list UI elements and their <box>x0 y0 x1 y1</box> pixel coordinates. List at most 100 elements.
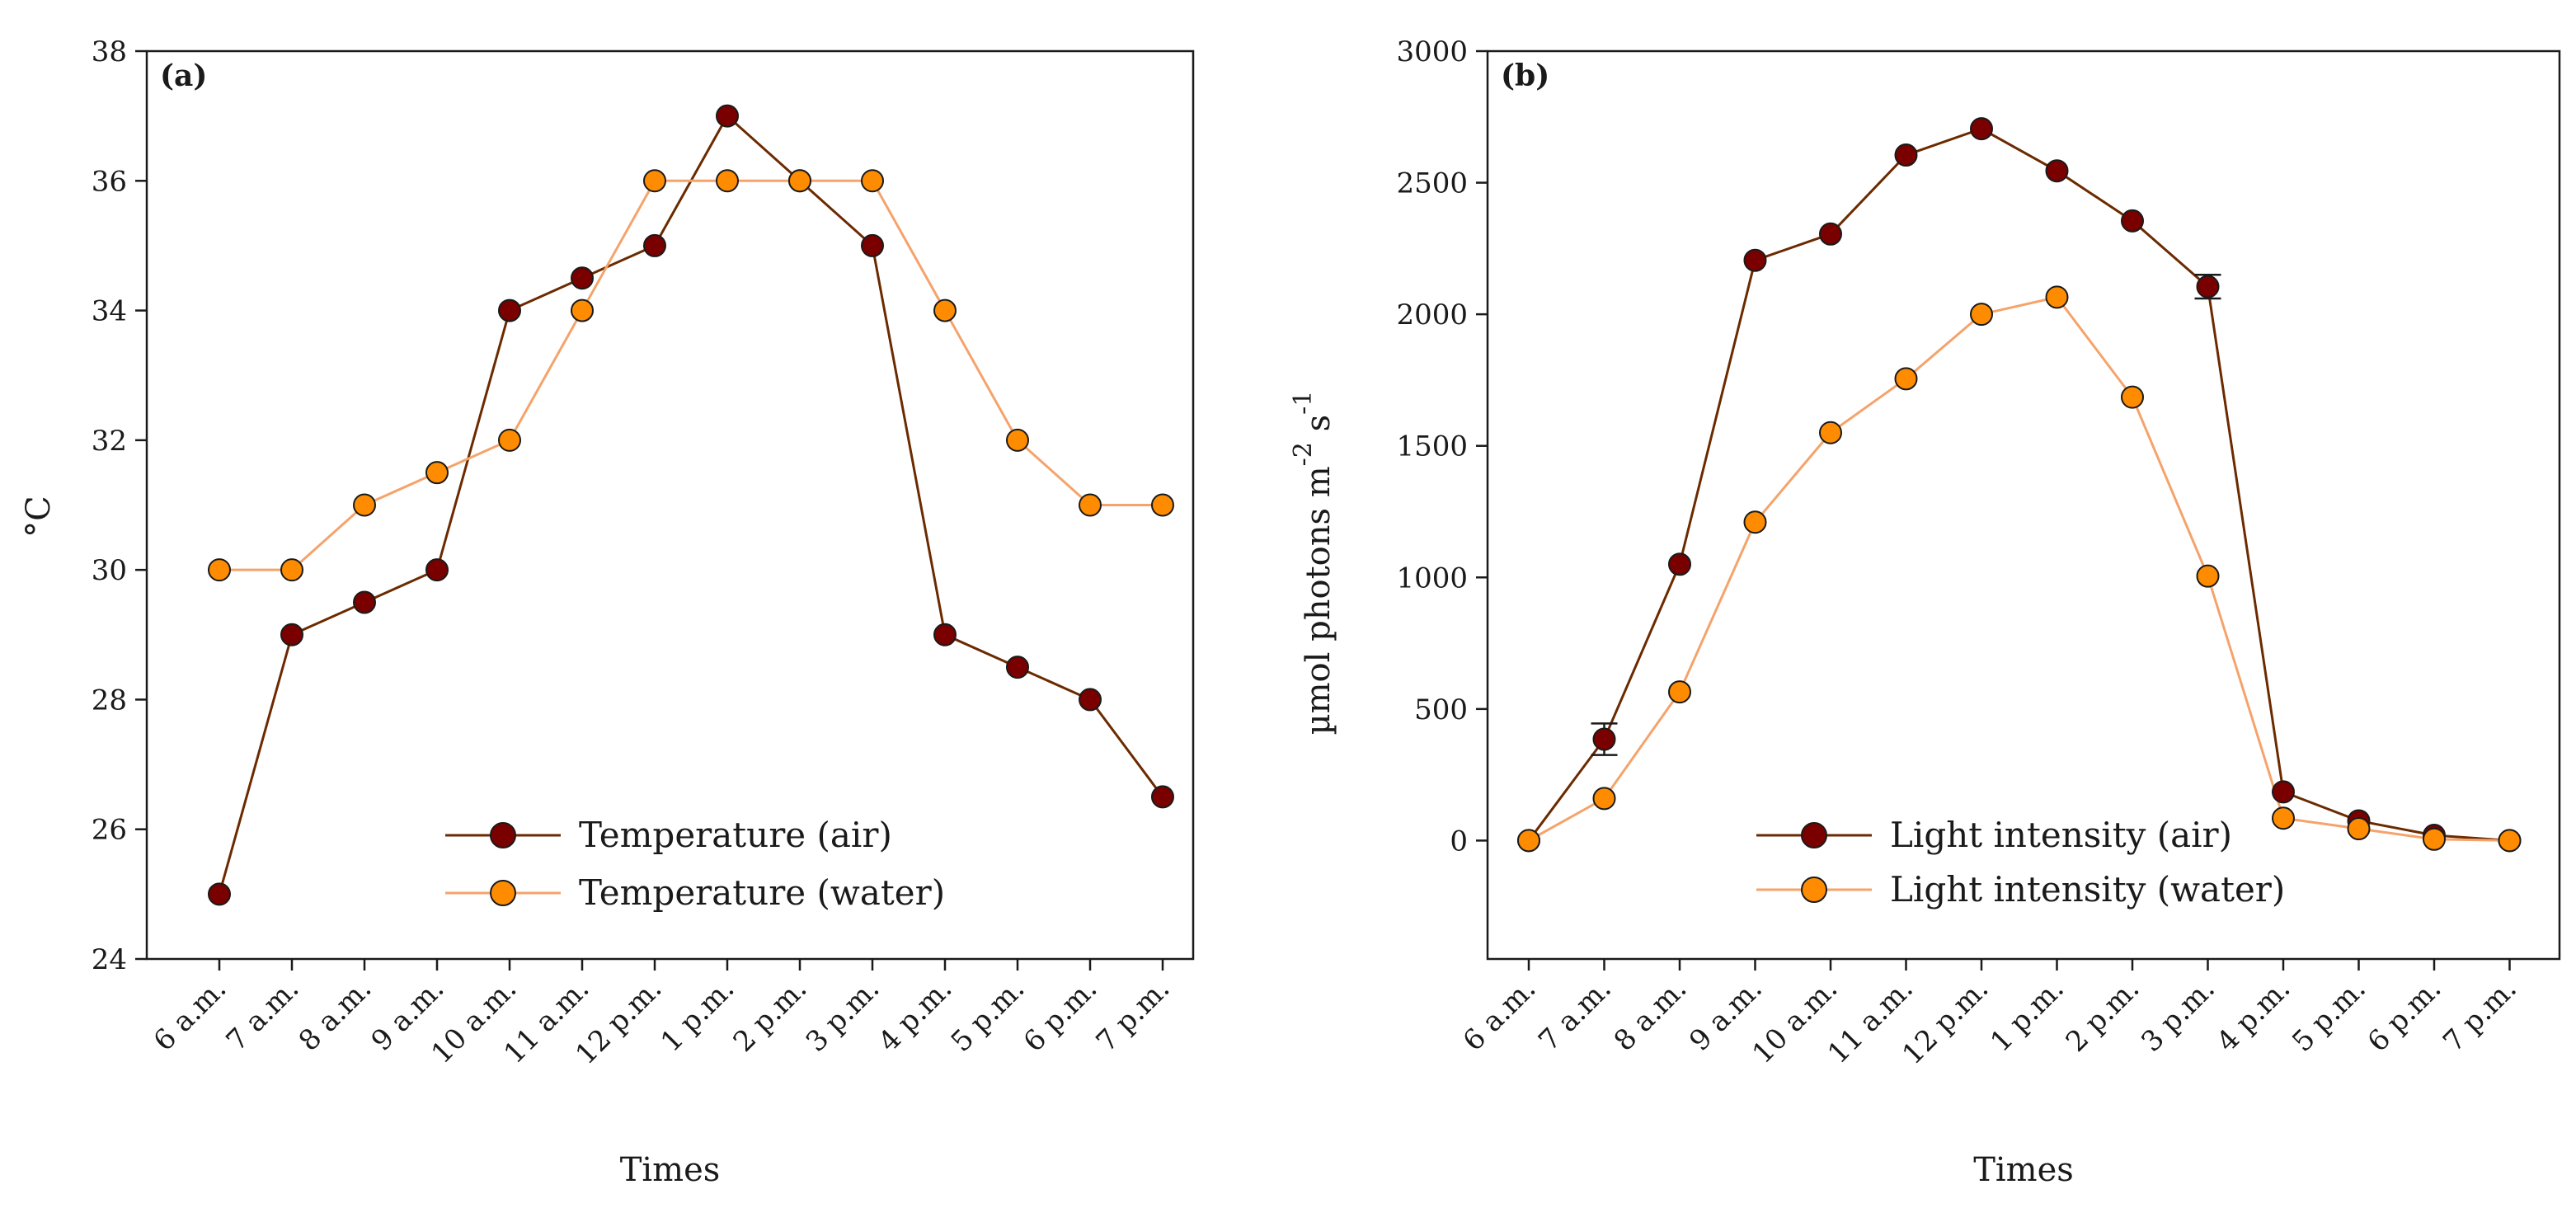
x-tick-label: 5 p.m. <box>945 972 1032 1059</box>
data-point-water <box>2347 817 2371 841</box>
legend-marker <box>490 822 516 848</box>
legend-label: Temperature (air) <box>579 815 892 855</box>
data-point-water <box>716 169 739 193</box>
data-point-water <box>2045 285 2069 309</box>
y-tick-label: 36 <box>92 165 127 198</box>
data-point-water <box>1151 493 1174 517</box>
x-tick-label: 7 a.m. <box>1532 972 1618 1058</box>
y-tick-label: 2500 <box>1396 167 1468 200</box>
y-tick-label: 500 <box>1414 693 1468 726</box>
y-axis-title: °C <box>20 496 58 538</box>
legend-label: Light intensity (water) <box>1890 869 2285 910</box>
data-point-air <box>425 558 449 582</box>
x-tick-label: 3 p.m. <box>2135 972 2221 1059</box>
x-tick-label: 1 p.m. <box>1984 972 2071 1059</box>
y-tick-label: 28 <box>92 684 127 717</box>
x-tick-label: 4 p.m. <box>2211 972 2297 1059</box>
x-tick-label: 3 p.m. <box>800 972 886 1059</box>
data-point-water <box>571 298 594 322</box>
y-tick-label: 24 <box>92 943 127 976</box>
y-axis-title-part: -1 <box>1289 391 1318 415</box>
plot-frame <box>145 49 1195 961</box>
y-tick-label: 1000 <box>1396 562 1468 595</box>
y-axis-title-part: µmol photons m <box>1300 466 1337 735</box>
data-point-water <box>425 461 449 485</box>
y-tick-label: 1500 <box>1396 430 1468 463</box>
x-tick-label: 7 a.m. <box>220 972 306 1058</box>
series-line-water <box>219 179 1163 571</box>
data-point-air <box>208 882 231 906</box>
y-tick-label: 38 <box>92 35 127 68</box>
data-point-water <box>353 493 376 517</box>
panel-label: (b) <box>1501 59 1549 93</box>
x-axis-title: Times <box>1973 1151 2074 1189</box>
legend-marker <box>1801 877 1827 903</box>
y-tick-label: 30 <box>92 554 127 587</box>
x-axis-title: Times <box>620 1151 721 1189</box>
data-point-air <box>2272 780 2295 804</box>
data-point-air <box>1079 688 1102 712</box>
data-point-air <box>643 233 666 257</box>
data-point-water <box>1517 829 1540 853</box>
data-point-water <box>2196 564 2220 588</box>
panel-label: (a) <box>160 59 207 93</box>
y-axis-title-part: s <box>1300 415 1337 442</box>
data-point-water <box>1894 367 1918 391</box>
x-tick-label: 2 p.m. <box>727 972 814 1059</box>
data-point-air <box>933 623 957 646</box>
y-axis-title-part: -2 <box>1289 442 1318 466</box>
data-point-air <box>1743 248 1767 272</box>
y-tick-label: 0 <box>1450 825 1468 858</box>
chart-panel-b: 0 500 1000 1500 2000 2500 3000 6 a.m.7 a.m.8 a.… <box>1289 35 2561 1189</box>
data-point-air <box>716 104 739 128</box>
data-point-water <box>643 169 666 193</box>
data-point-water <box>1743 510 1767 534</box>
x-tick-label: 8 a.m. <box>1608 972 1694 1058</box>
legend-label: Light intensity (air) <box>1890 815 2232 855</box>
data-point-water <box>788 169 811 193</box>
data-point-water <box>2498 829 2522 853</box>
data-point-air <box>1006 656 1029 679</box>
data-point-air <box>498 298 521 322</box>
data-point-air <box>1894 143 1918 167</box>
data-point-water <box>208 558 231 582</box>
x-tick-label: 6 p.m. <box>1018 972 1104 1059</box>
data-point-water <box>280 558 303 582</box>
data-point-air <box>1819 222 1842 246</box>
data-point-water <box>861 169 884 193</box>
x-tick-label: 1 p.m. <box>655 972 741 1059</box>
y-tick-label: 34 <box>92 295 127 328</box>
data-point-air <box>1668 552 1691 576</box>
plot-frame <box>1486 49 2561 961</box>
data-point-water <box>1970 303 1993 327</box>
data-point-air <box>1592 727 1616 751</box>
data-point-air <box>1151 785 1174 809</box>
data-point-air <box>2045 159 2069 183</box>
data-point-water <box>2272 806 2295 830</box>
y-axis-title: µmol photons m-2 s-1 <box>1289 391 1337 736</box>
series-line-water <box>1528 295 2510 842</box>
x-tick-label: 7 p.m. <box>1090 972 1177 1059</box>
x-tick-label: 6 a.m. <box>148 972 233 1058</box>
data-point-air <box>353 590 376 614</box>
data-point-air <box>571 266 594 290</box>
data-point-air <box>2121 209 2144 233</box>
data-point-water <box>2423 827 2446 851</box>
x-tick-label: 8 a.m. <box>293 972 378 1058</box>
data-point-water <box>2121 385 2144 409</box>
data-point-water <box>1592 787 1616 811</box>
data-point-air <box>280 623 303 646</box>
y-tick-label: 26 <box>92 814 127 847</box>
x-tick-label: 4 p.m. <box>872 972 959 1059</box>
data-point-air <box>861 233 884 257</box>
data-point-water <box>1006 428 1029 452</box>
data-point-air <box>2196 275 2220 298</box>
data-point-water <box>1819 421 1842 444</box>
data-point-water <box>933 298 957 322</box>
data-point-air <box>1970 117 1993 141</box>
y-tick-label: 32 <box>92 425 127 458</box>
legend-marker <box>490 880 516 906</box>
series-line-air <box>1527 127 2510 842</box>
